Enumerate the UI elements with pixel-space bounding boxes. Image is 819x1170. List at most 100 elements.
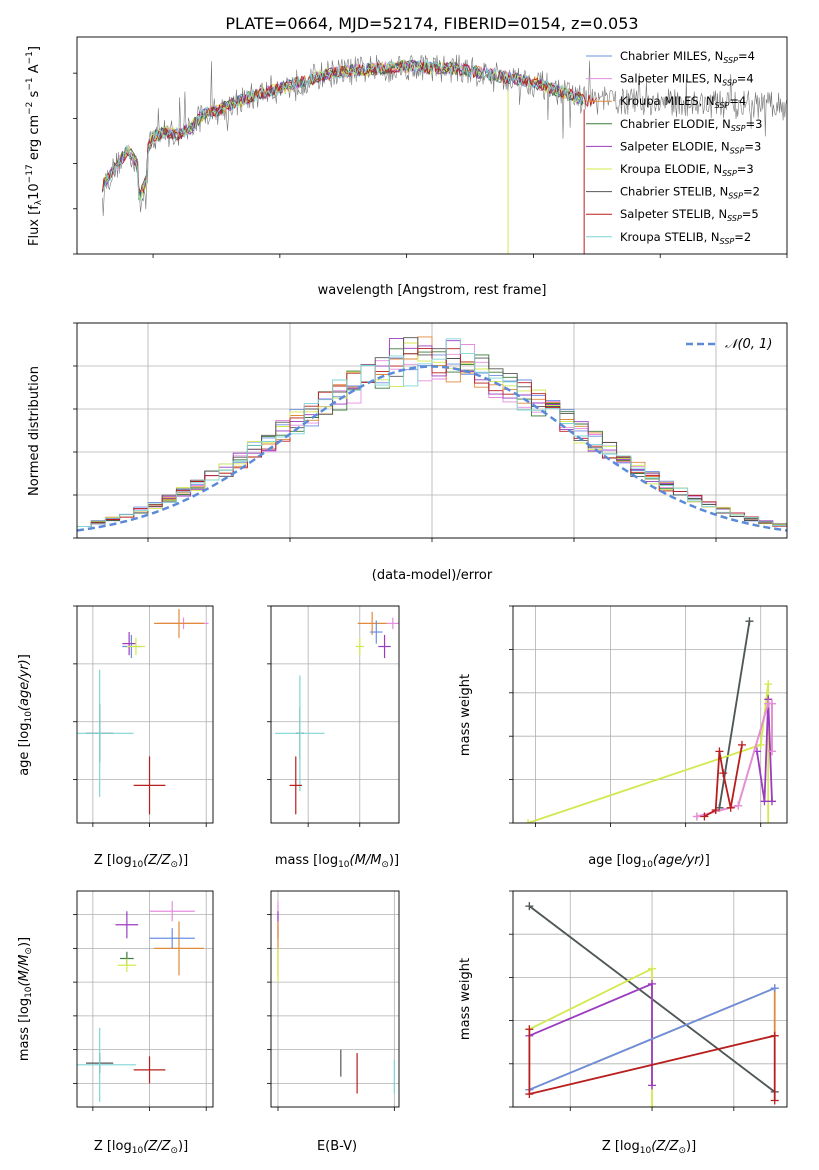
massZ-x-label: Z [log10(Z/Z⊙)] <box>94 1139 188 1156</box>
axes-frame <box>76 890 214 1108</box>
legend-sub: SSP <box>723 56 738 65</box>
errorbar-point <box>149 928 195 949</box>
weight-point-marker <box>767 699 776 708</box>
legend-sub: SSP <box>722 79 737 88</box>
weight-series-line <box>529 987 776 1091</box>
legend-series-name: Chabrier ELODIE, N <box>620 117 731 131</box>
errorbar-point <box>77 1027 136 1102</box>
legend-entry: Kroupa ELODIE, NSSP=3 <box>620 162 754 178</box>
legend-sub: SSP <box>727 214 742 223</box>
legend-sub: SSP <box>720 237 735 246</box>
legend-series-name: Chabrier MILES, N <box>620 49 723 63</box>
residuals-y-label: Normed distribution <box>27 366 42 496</box>
legend-sub: SSP <box>722 169 737 178</box>
errorbar-point <box>117 958 136 972</box>
legend-entry: Kroupa STELIB, NSSP=2 <box>620 230 751 246</box>
weight-point-marker <box>648 964 657 973</box>
errorbar-point <box>386 617 399 630</box>
weight-point-marker <box>711 805 720 814</box>
legend-sub: SSP <box>715 101 730 110</box>
errorbar-point <box>126 637 145 656</box>
weight-point-marker <box>715 747 724 756</box>
mass-vs-Z-panel: Z [log10(Z/Z⊙)] mass [log10(M/M⊙)] <box>17 890 214 1156</box>
gaussian-reference-curve <box>77 365 787 532</box>
errorbar-point <box>378 634 391 659</box>
legend-sub: SSP <box>728 192 743 201</box>
legend-nssp: =4 <box>737 72 754 86</box>
legend-series-name: Kroupa ELODIE, N <box>620 162 722 176</box>
weight-point-marker <box>524 819 533 823</box>
errorbar-point <box>289 756 302 815</box>
weight-point-marker <box>719 769 728 778</box>
legend-sub: SSP <box>731 124 746 133</box>
legend-nssp: =2 <box>734 230 751 244</box>
axes-frame <box>76 322 788 539</box>
massE-x-label: E(B-V) <box>317 1139 357 1154</box>
weight-point-marker <box>648 1103 657 1107</box>
weight-series-line <box>529 967 653 1107</box>
legend-series-name: Salpeter STELIB, N <box>620 207 727 221</box>
age-vs-mass-panel: mass [log10(M/M⊙)] <box>267 605 400 870</box>
errorbar-point <box>133 1056 166 1084</box>
errorbar-point <box>122 632 136 656</box>
axes-frame <box>270 605 400 824</box>
legend-nssp: =4 <box>729 94 746 108</box>
wAge-y-label: mass weight <box>458 674 473 756</box>
weight-point-marker <box>770 1096 779 1105</box>
plot-area <box>275 611 399 815</box>
errorbar-point <box>357 611 387 635</box>
weight-point-marker <box>767 797 776 806</box>
spectrum-panel: wavelength [Angstrom, rest frame] Flux [… <box>25 36 788 298</box>
weight-vs-age-panel: age [log10(age/yr)] mass weight <box>458 605 788 870</box>
histogram-kroupa-stelib <box>77 338 787 538</box>
weight-series-line <box>703 744 743 818</box>
figure-title: PLATE=0664, MJD=52174, FIBERID=0154, z=0… <box>225 14 638 33</box>
errorbar-point <box>149 901 195 922</box>
spectrum-y-label: Flux [fλ10−17 erg cm−2 s−1 A−1] <box>25 46 44 246</box>
weight-point-marker <box>525 1090 534 1099</box>
weight-point-marker <box>764 680 773 689</box>
axes-frame <box>270 890 400 1108</box>
weight-point-marker <box>726 803 735 812</box>
mass-vs-ebv-panel: E(B-V) <box>267 890 400 1154</box>
weight-point-marker <box>767 747 776 756</box>
legend-nssp: =5 <box>742 207 759 221</box>
legend-nssp: =2 <box>743 185 760 199</box>
plot-area <box>77 336 787 538</box>
plot-area <box>525 902 779 1107</box>
legend-nssp: =4 <box>738 49 755 63</box>
weight-vs-Z-panel: Z [log10(Z/Z⊙)] mass weight <box>458 890 788 1156</box>
ageZ-y-label: age [log10(age/yr)] <box>17 654 34 776</box>
legend-series-name: Salpeter MILES, N <box>620 72 722 86</box>
weight-point-marker <box>770 984 779 993</box>
plot-area <box>102 54 787 254</box>
wAge-x-label: age [log10(age/yr)] <box>588 853 710 870</box>
plot-area <box>277 901 395 1094</box>
legend-series-name: Kroupa MILES, N <box>620 94 715 108</box>
weight-point-marker <box>770 1031 779 1040</box>
plot-area <box>77 901 204 1102</box>
wZ-x-label: Z [log10(Z/Z⊙)] <box>602 1139 696 1156</box>
errorbar-point <box>77 669 134 797</box>
plot-area <box>77 608 209 815</box>
errorbar-point <box>115 911 139 939</box>
weight-point-marker <box>692 812 701 821</box>
plot-area <box>524 617 776 823</box>
gaussian-legend-label: 𝒩(0, 1) <box>725 337 772 352</box>
massZ-y-label: mass [log10(M/M⊙)] <box>17 937 34 1061</box>
weight-point-marker <box>745 617 754 626</box>
weight-point-marker <box>734 801 743 810</box>
errorbar-point <box>370 620 383 644</box>
legend-nssp: =3 <box>737 162 754 176</box>
model-spectrum-salpeter-stelib <box>102 60 598 194</box>
weight-point-marker <box>760 797 769 806</box>
spectrum-x-label: wavelength [Angstrom, rest frame] <box>318 283 547 298</box>
legend-entry: Chabrier STELIB, NSSP=2 <box>620 185 760 201</box>
errorbar-point <box>133 756 166 815</box>
axes-frame <box>76 36 788 255</box>
legend-nssp: =3 <box>744 139 761 153</box>
legend-series-name: Kroupa STELIB, N <box>620 230 720 244</box>
weight-point-marker <box>648 1081 657 1090</box>
